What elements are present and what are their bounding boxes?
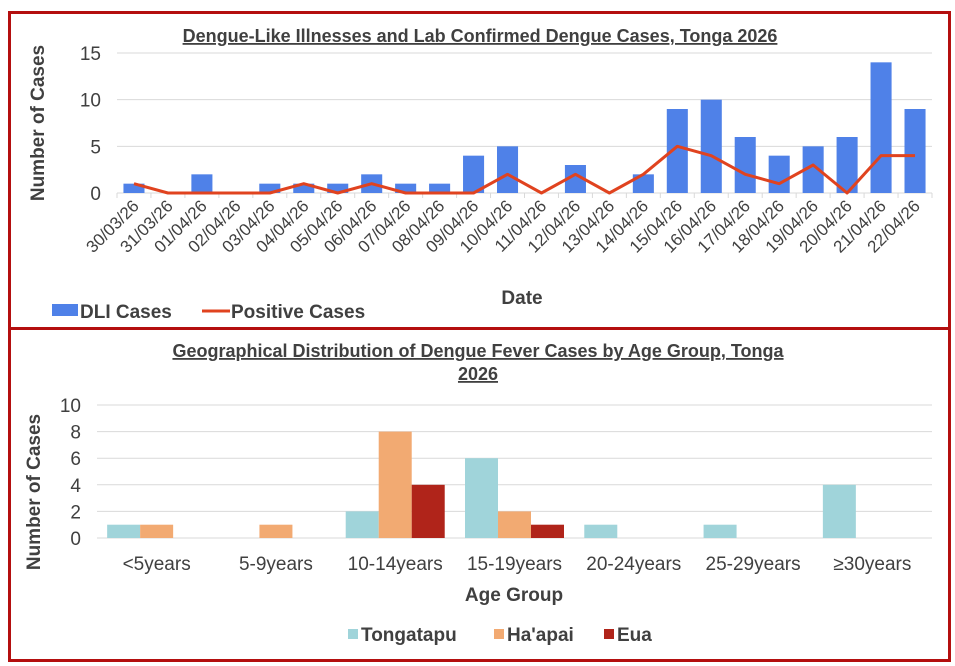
top-chart-title: Dengue-Like Illnesses and Lab Confirmed … xyxy=(183,26,778,46)
top-chart-line xyxy=(133,144,916,195)
bottom-chart-title-line2: 2026 xyxy=(458,364,498,384)
dli-bar xyxy=(293,183,315,193)
bar-tongatapu xyxy=(703,524,737,538)
dli-bar xyxy=(700,99,722,193)
bar-haapai xyxy=(259,524,293,538)
bottom-y-tick-label: 0 xyxy=(70,529,81,550)
bottom-y-tick-label: 10 xyxy=(60,396,81,417)
bar-eua xyxy=(531,524,564,538)
legend-label-tongatapu: Tongatapu xyxy=(361,625,457,646)
legend-swatch-haapai xyxy=(494,629,504,639)
dli-bar xyxy=(870,62,892,194)
positive-cases-line xyxy=(133,144,916,195)
top-y-tick-label: 15 xyxy=(80,44,101,65)
bottom-chart-x-axis-title: Age Group xyxy=(465,585,563,606)
legend-swatch-tongatapu xyxy=(348,629,358,639)
bottom-chart-y-ticks: 0 2 4 6 8 10 xyxy=(60,396,82,550)
bar-tongatapu xyxy=(465,458,498,538)
dli-bar xyxy=(191,174,213,193)
bar-tongatapu xyxy=(822,484,856,538)
dli-bar xyxy=(734,137,756,193)
dli-bar xyxy=(123,183,145,193)
bottom-chart-y-axis-title: Number of Cases xyxy=(24,414,45,570)
bottom-x-tick-label: ≥30years xyxy=(833,554,911,575)
top-y-tick-label: 0 xyxy=(90,184,101,205)
legend-label-eua: Eua xyxy=(617,625,652,646)
dli-bar xyxy=(904,109,926,193)
bar-haapai xyxy=(498,511,531,538)
dli-bar xyxy=(768,155,790,193)
top-chart-y-ticks: 0 5 10 15 xyxy=(80,44,101,205)
dli-bar xyxy=(395,183,417,193)
bottom-x-tick-label: 5-9years xyxy=(239,554,313,575)
bottom-x-tick-label: 20-24years xyxy=(586,554,681,575)
dli-bar xyxy=(429,183,451,193)
bottom-chart-title-line1: Geographical Distribution of Dengue Feve… xyxy=(172,341,784,361)
legend-label-haapai: Ha'apai xyxy=(507,625,574,646)
dli-bar xyxy=(836,137,858,193)
bar-haapai xyxy=(140,524,174,538)
legend-swatch-eua xyxy=(604,629,614,639)
dli-bar xyxy=(259,183,281,193)
bottom-y-tick-label: 6 xyxy=(70,449,81,470)
dli-bar xyxy=(666,109,688,193)
bottom-x-tick-label: 10-14years xyxy=(348,554,443,575)
bottom-y-tick-label: 8 xyxy=(70,423,81,444)
bottom-chart-x-ticks: <5years 5-9years 10-14years 15-19years 20-24… xyxy=(123,554,912,575)
bottom-y-tick-label: 4 xyxy=(70,476,81,497)
legend-label-dli-cases: DLI Cases xyxy=(80,302,172,323)
legend-swatch-dli-cases xyxy=(52,304,78,316)
bar-eua xyxy=(411,484,445,538)
top-chart-x-ticks: 30/03/2631/03/2601/04/2602/04/2603/04/26… xyxy=(83,196,924,256)
dli-bar xyxy=(802,146,824,193)
bar-tongatapu xyxy=(584,524,618,538)
bottom-y-tick-label: 2 xyxy=(70,502,81,523)
top-chart-bars xyxy=(123,62,926,194)
dli-bar xyxy=(564,165,586,193)
dli-bar xyxy=(463,155,485,193)
bar-tongatapu xyxy=(107,524,141,538)
top-y-tick-label: 10 xyxy=(80,91,101,112)
bar-tongatapu xyxy=(345,511,379,538)
top-chart-x-axis-title: Date xyxy=(501,288,542,309)
dli-bar xyxy=(632,174,654,193)
top-y-tick-label: 5 xyxy=(90,137,101,158)
legend-label-positive-cases: Positive Cases xyxy=(231,302,365,323)
bottom-chart-bars xyxy=(107,431,856,538)
dli-bar xyxy=(327,183,349,193)
bottom-x-tick-label: <5years xyxy=(123,554,191,575)
dli-bar xyxy=(496,146,519,193)
bar-haapai xyxy=(378,431,412,538)
top-chart-y-axis-title: Number of Cases xyxy=(28,45,49,201)
bottom-x-tick-label: 25-29years xyxy=(706,554,801,575)
bottom-x-tick-label: 15-19years xyxy=(467,554,562,575)
